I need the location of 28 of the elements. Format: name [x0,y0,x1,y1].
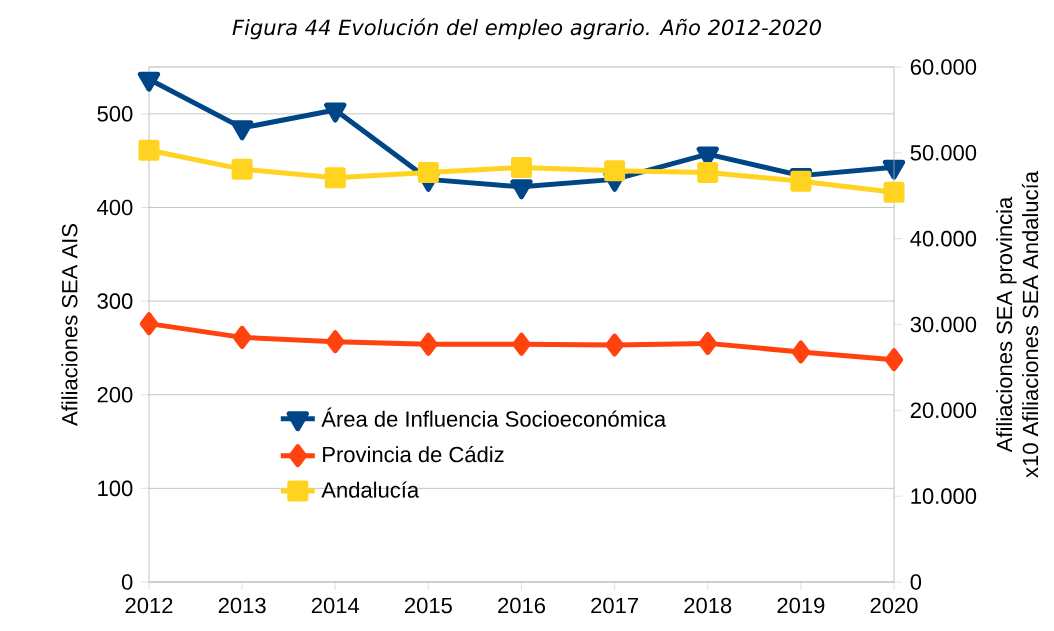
y-tick-label: 300 [97,293,133,309]
legend-label: Provincia de Cádiz [323,445,504,463]
y2-tick-label: 30.000 [910,316,977,333]
y2-tick-label: 10.000 [911,488,977,504]
x-tick-label: 2015 [405,597,452,614]
y2-tick-label: 0 [910,574,922,590]
legend-label: Andalucía [321,481,420,498]
y2-tick-label: 60.000 [910,59,977,75]
x-tick-label: 2016 [498,597,546,614]
y-tick-label: 500 [97,106,133,122]
x-tick-label: 2017 [591,597,638,614]
y-tick-label: 200 [97,386,133,403]
y-tick-label: 100 [98,480,133,497]
x-tick-label: 2012 [125,597,173,614]
y-tick-label: 400 [97,199,133,216]
x-tick-label: 2014 [311,597,360,614]
y2-tick-label: 20.000 [910,402,977,419]
chart-title: Figura 44 Evolución del empleo agrario. Año 2012-2020 [232,18,821,40]
legend-label: Área de Influencia Socioeconómica [321,407,667,427]
x-tick-label: 2018 [684,597,732,614]
y-axis-title: Afiliaciones SEA AIS [61,224,78,426]
x-tick-label: 2020 [870,597,918,614]
y2-tick-label: 50.000 [910,145,977,161]
y2-tick-label: 40.000 [910,230,977,247]
y2-axis-title: Afiliaciones SEA provincia x10 Afiliaciones SEA Andalucía [996,171,1039,478]
x-tick-label: 2019 [777,597,825,614]
y-tick-label: 0 [121,574,133,590]
x-tick-label: 2013 [218,597,266,614]
